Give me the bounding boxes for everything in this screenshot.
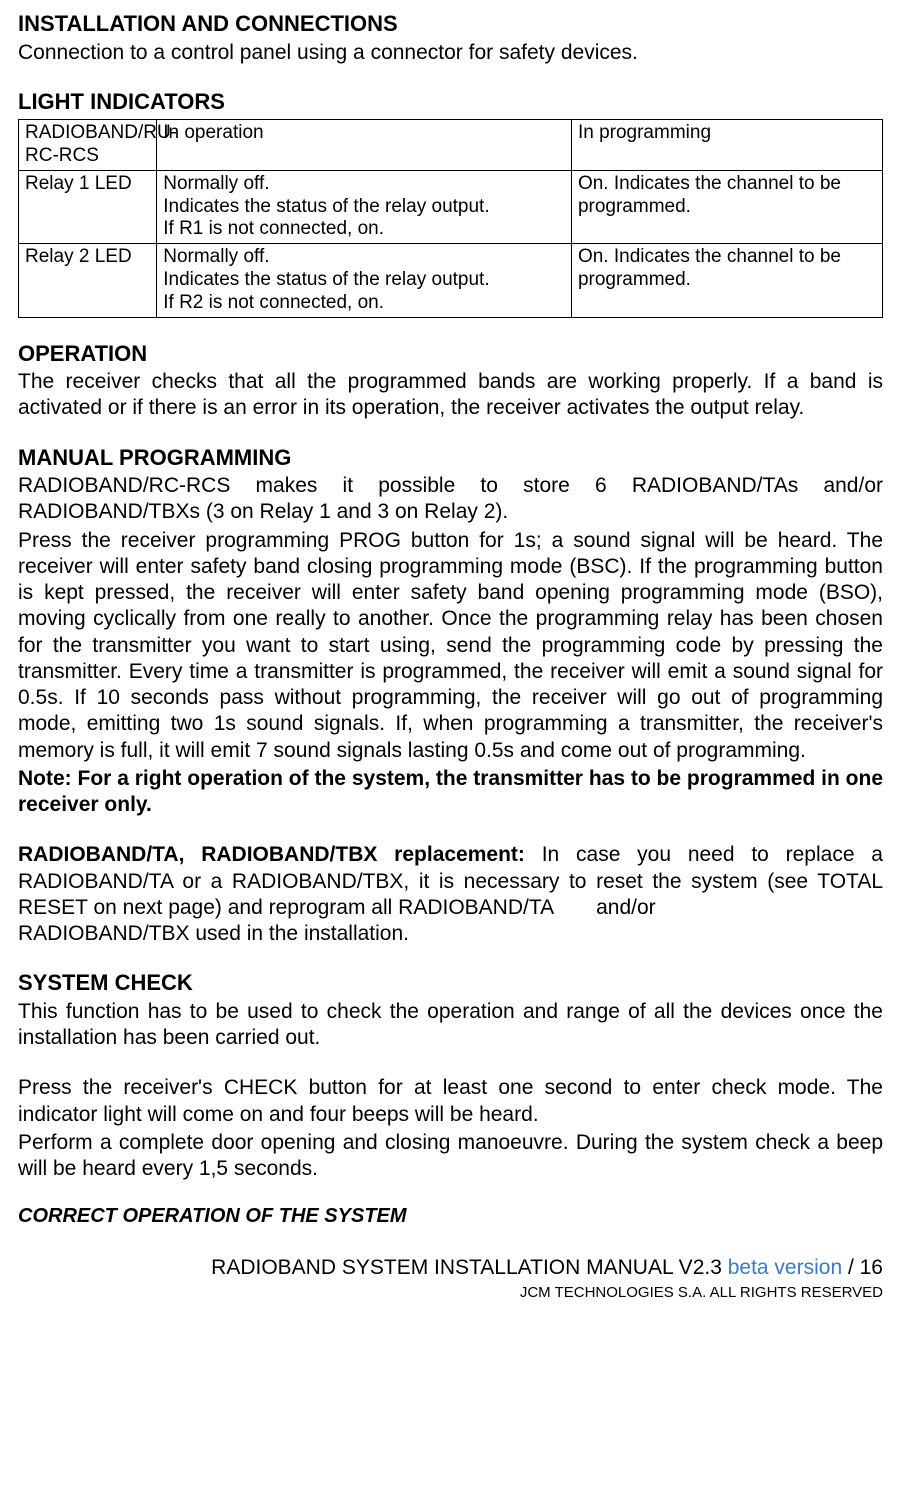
replacement-body2: RADIOBAND/TBX used in the installation.: [18, 921, 883, 947]
heading-correct-operation: CORRECT OPERATION OF THE SYSTEM: [18, 1204, 883, 1229]
footer-text-c: / 16: [842, 1256, 883, 1279]
table-cell: Normally off.Indicates the status of the…: [157, 170, 572, 243]
paragraph-replacement: RADIOBAND/TA, RADIOBAND/TBX replacement:…: [18, 842, 883, 921]
heading-light-indicators: LIGHT INDICATORS: [18, 88, 883, 116]
paragraph-check-1: This function has to be used to check th…: [18, 999, 883, 1052]
paragraph-installation: Connection to a control panel using a co…: [18, 40, 883, 66]
footer-line1: RADIOBAND SYSTEM INSTALLATION MANUAL V2.…: [18, 1255, 883, 1281]
table-cell: RADIOBAND/RU-RC-RCS: [19, 120, 157, 171]
table-row: Relay 1 LED Normally off.Indicates the s…: [19, 170, 883, 243]
replacement-title: RADIOBAND/TA, RADIOBAND/TBX replacement:: [18, 843, 542, 866]
table-cell: On. Indicates the channel to be programm…: [571, 244, 882, 317]
paragraph-manual-note: Note: For a right operation of the syste…: [18, 766, 883, 819]
heading-installation: INSTALLATION AND CONNECTIONS: [18, 10, 883, 38]
paragraph-check-3: Perform a complete door opening and clos…: [18, 1130, 883, 1183]
table-cell: Relay 2 LED: [19, 244, 157, 317]
heading-manual-programming: MANUAL PROGRAMMING: [18, 444, 883, 472]
table-row: RADIOBAND/RU-RC-RCS In operation In prog…: [19, 120, 883, 171]
heading-system-check: SYSTEM CHECK: [18, 969, 883, 997]
footer-beta: beta version: [728, 1256, 842, 1279]
table-cell: In programming: [571, 120, 882, 171]
footer-line2: JCM TECHNOLOGIES S.A. ALL RIGHTS RESERVE…: [18, 1284, 883, 1303]
table-row: Relay 2 LED Normally off.Indicates the s…: [19, 244, 883, 317]
paragraph-check-2: Press the receiver's CHECK button for at…: [18, 1075, 883, 1128]
table-cell: Normally off.Indicates the status of the…: [157, 244, 572, 317]
table-cell: On. Indicates the channel to be programm…: [571, 170, 882, 243]
paragraph-operation: The receiver checks that all the program…: [18, 369, 883, 422]
paragraph-manual-1: RADIOBAND/RC-RCS makes it possible to st…: [18, 473, 883, 526]
table-cell: In operation: [157, 120, 572, 171]
footer-text-a: RADIOBAND SYSTEM INSTALLATION MANUAL V2.…: [211, 1256, 728, 1279]
paragraph-manual-2: Press the receiver programming PROG butt…: [18, 528, 883, 764]
light-indicators-table: RADIOBAND/RU-RC-RCS In operation In prog…: [18, 119, 883, 317]
heading-operation: OPERATION: [18, 340, 883, 368]
table-cell: Relay 1 LED: [19, 170, 157, 243]
